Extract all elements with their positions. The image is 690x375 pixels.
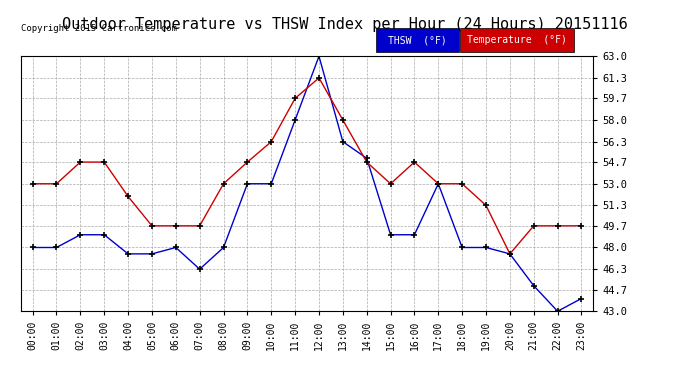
Text: Outdoor Temperature vs THSW Index per Hour (24 Hours) 20151116: Outdoor Temperature vs THSW Index per Ho… <box>62 17 628 32</box>
Text: Copyright 2015 Cartronics.com: Copyright 2015 Cartronics.com <box>21 24 177 33</box>
Text: THSW  (°F): THSW (°F) <box>388 35 446 45</box>
Text: Temperature  (°F): Temperature (°F) <box>467 35 566 45</box>
